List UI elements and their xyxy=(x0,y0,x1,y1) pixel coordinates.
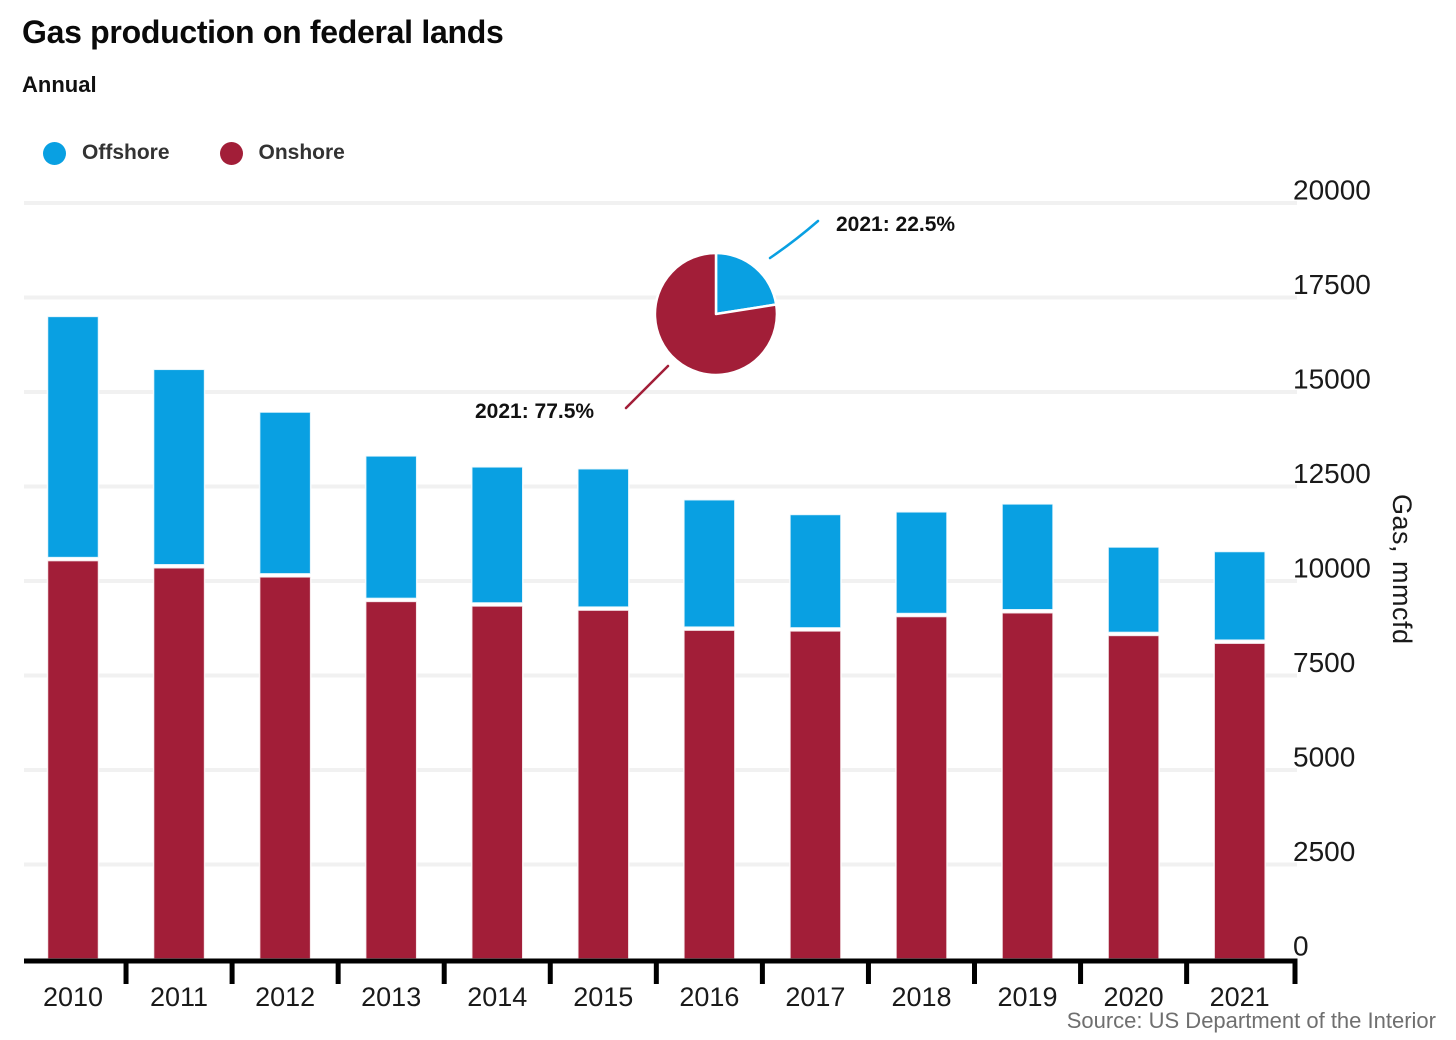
x-tick-label-2013: 2013 xyxy=(361,982,421,1012)
source-credit: Source: US Department of the Interior xyxy=(1066,1008,1436,1033)
bar-offshore-2018 xyxy=(895,511,948,615)
offshore-legend-label: Offshore xyxy=(82,141,170,164)
pie-leader-onshore xyxy=(624,364,670,410)
bar-onshore-2013 xyxy=(364,600,418,960)
y-tick-label-17500: 17500 xyxy=(1293,269,1371,300)
x-tick-label-2016: 2016 xyxy=(679,982,739,1012)
x-tick-label-2011: 2011 xyxy=(150,982,208,1012)
bar-offshore-2015 xyxy=(577,467,630,608)
x-tick-label-2014: 2014 xyxy=(467,982,527,1012)
chart-subtitle: Annual xyxy=(22,72,97,97)
pie-leader-offshore xyxy=(768,219,820,260)
bar-offshore-2013 xyxy=(364,455,418,600)
pie-annotation-offshore: 2021: 22.5% xyxy=(836,213,956,236)
y-axis-title: Gas, mmcfd xyxy=(1387,494,1417,645)
chart-title: Gas production on federal lands xyxy=(22,14,504,50)
x-tick-label-2018: 2018 xyxy=(891,982,951,1012)
bar-offshore-2021 xyxy=(1213,550,1266,641)
offshore-legend-swatch-icon xyxy=(43,141,66,165)
x-tick-label-2021: 2021 xyxy=(1210,982,1270,1012)
y-tick-label-15000: 15000 xyxy=(1293,364,1371,395)
pie-slice-offshore xyxy=(714,251,778,316)
bar-onshore-2011 xyxy=(152,567,206,960)
bar-offshore-2012 xyxy=(258,411,312,575)
legend-item-offshore: Offshore xyxy=(43,141,170,165)
bar-onshore-2017 xyxy=(789,630,842,960)
y-tick-label-20000: 20000 xyxy=(1293,175,1371,206)
x-axis xyxy=(24,958,1298,984)
y-tick-label-5000: 5000 xyxy=(1293,742,1355,773)
y-tick-label-10000: 10000 xyxy=(1293,553,1371,584)
bar-offshore-2017 xyxy=(789,513,842,629)
legend-item-onshore: Onshore xyxy=(219,141,345,165)
legend: Offshore Onshore xyxy=(43,141,345,165)
pie-annotation-onshore: 2021: 77.5% xyxy=(475,400,595,423)
pie-slice-onshore xyxy=(653,251,779,377)
onshore-legend-label: Onshore xyxy=(258,141,345,164)
y-tick-label-2500: 2500 xyxy=(1293,836,1355,867)
bar-offshore-2020 xyxy=(1107,546,1160,634)
bar-offshore-2010 xyxy=(46,315,100,559)
bar-onshore-2021 xyxy=(1213,642,1266,960)
x-tick-label-2020: 2020 xyxy=(1104,982,1164,1012)
x-tick-label-2019: 2019 xyxy=(998,982,1058,1012)
x-tick-label-2010: 2010 xyxy=(43,982,103,1012)
bar-offshore-2014 xyxy=(470,466,524,604)
y-tick-label-7500: 7500 xyxy=(1293,647,1355,678)
onshore-legend-swatch-icon xyxy=(219,141,243,165)
bar-onshore-2015 xyxy=(577,609,630,960)
bar-onshore-2016 xyxy=(683,629,736,960)
x-tick-label-2015: 2015 xyxy=(573,982,633,1012)
y-tick-label-12500: 12500 xyxy=(1293,458,1371,489)
bar-offshore-2016 xyxy=(683,498,736,628)
bar-onshore-2019 xyxy=(1001,612,1054,960)
bar-onshore-2020 xyxy=(1107,634,1160,960)
bar-onshore-2010 xyxy=(46,559,100,960)
bar-onshore-2014 xyxy=(470,605,524,960)
bar-offshore-2019 xyxy=(1001,503,1054,611)
y-tick-label-0: 0 xyxy=(1293,931,1309,962)
x-tick-label-2017: 2017 xyxy=(785,982,845,1012)
bar-onshore-2018 xyxy=(895,615,948,960)
x-tick-label-2012: 2012 xyxy=(255,982,315,1012)
bar-onshore-2012 xyxy=(258,576,312,960)
bar-offshore-2011 xyxy=(152,368,206,566)
